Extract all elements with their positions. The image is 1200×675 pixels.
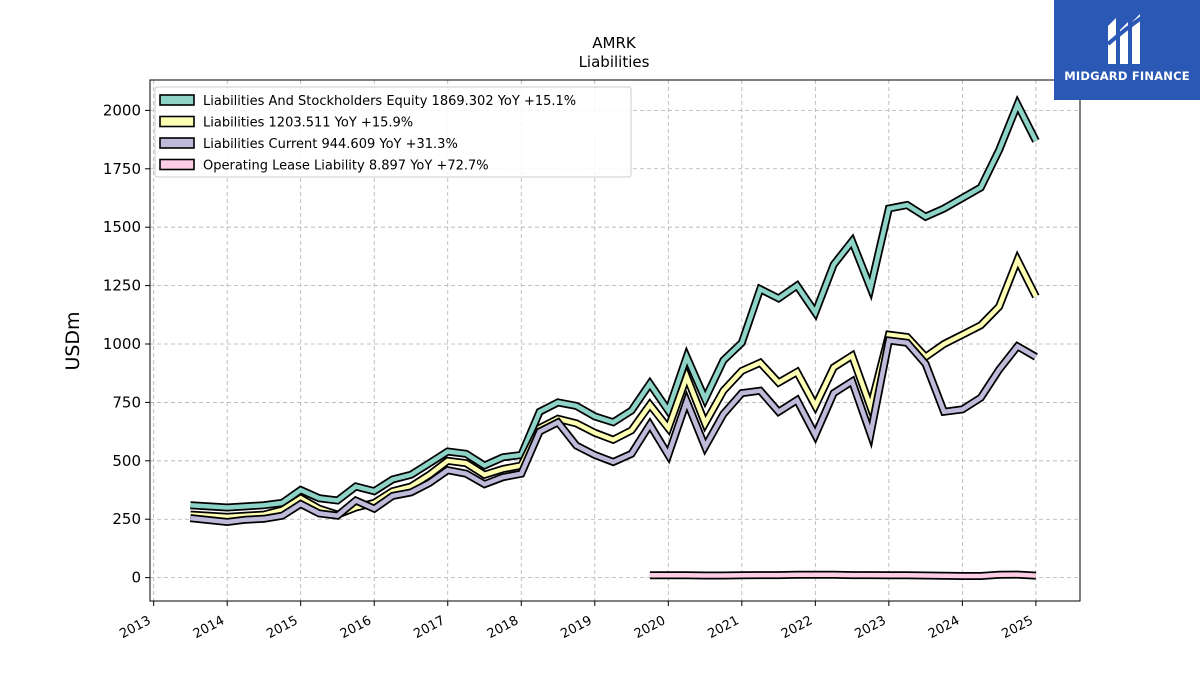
x-axis: 2013 2014 2015 2016 2017 2018 2019 2020 2021 2022… — [117, 601, 1037, 642]
x-tick-label: 2018 — [485, 613, 521, 642]
y-tick-label: 250 — [112, 510, 141, 528]
series-line-3 — [649, 572, 1037, 579]
x-tick-label: 2024 — [926, 613, 962, 642]
midgard-finance-logo: MIDGARD FINANCE — [1054, 0, 1200, 100]
legend-swatch-1 — [159, 115, 195, 128]
legend-entry-0: Liabilities And Stockholders Equity 1869… — [203, 94, 576, 109]
y-tick-label: 1000 — [103, 335, 141, 353]
legend: Liabilities And Stockholders Equity 1869… — [154, 86, 632, 178]
y-axis: 0 250 500 750 1000 1250 1500 1750 2000 — [103, 101, 150, 587]
series-line-2 — [190, 338, 1038, 525]
y-tick-label: 0 — [131, 569, 141, 587]
x-tick-label: 2020 — [632, 613, 668, 642]
x-tick-label: 2025 — [1000, 613, 1036, 642]
x-tick-label: 2023 — [852, 613, 888, 642]
y-tick-label: 2000 — [103, 101, 141, 119]
series-outline-1 — [190, 250, 1040, 521]
legend-box — [154, 86, 632, 178]
x-tick-label: 2014 — [191, 613, 227, 642]
x-tick-label: 2017 — [411, 613, 447, 642]
logo-text: MIDGARD FINANCE — [1064, 69, 1190, 83]
x-tick-label: 2021 — [705, 613, 741, 642]
legend-swatch-2 — [159, 137, 195, 149]
y-tick-label: 1500 — [103, 218, 141, 236]
x-tick-label: 2015 — [264, 613, 300, 642]
chart-title: AMRK — [592, 34, 637, 52]
y-tick-label: 1250 — [103, 277, 141, 295]
x-tick-label: 2013 — [117, 613, 153, 642]
legend-swatch-0 — [159, 94, 195, 106]
legend-entry-2: Liabilities Current 944.609 YoY +31.3% — [203, 137, 458, 152]
series-line-0 — [190, 99, 1038, 510]
plot-frame — [149, 79, 1081, 602]
y-tick-label: 1750 — [103, 160, 141, 178]
y-axis-label: USDm — [62, 311, 84, 370]
legend-swatch-3 — [159, 158, 195, 171]
series-line-1 — [190, 254, 1038, 520]
logo-mark-icon — [1106, 14, 1146, 64]
x-tick-label: 2016 — [338, 613, 374, 642]
legend-entry-1: Liabilities 1203.511 YoY +15.9% — [203, 116, 413, 131]
legend-entry-3: Operating Lease Liability 8.897 YoY +72.… — [203, 159, 489, 174]
chart-subtitle: Liabilities — [579, 53, 650, 71]
y-tick-label: 500 — [112, 452, 141, 470]
x-tick-label: 2019 — [558, 613, 594, 642]
y-tick-label: 750 — [112, 393, 141, 411]
series-lines — [189, 94, 1040, 580]
x-tick-label: 2022 — [779, 613, 815, 642]
